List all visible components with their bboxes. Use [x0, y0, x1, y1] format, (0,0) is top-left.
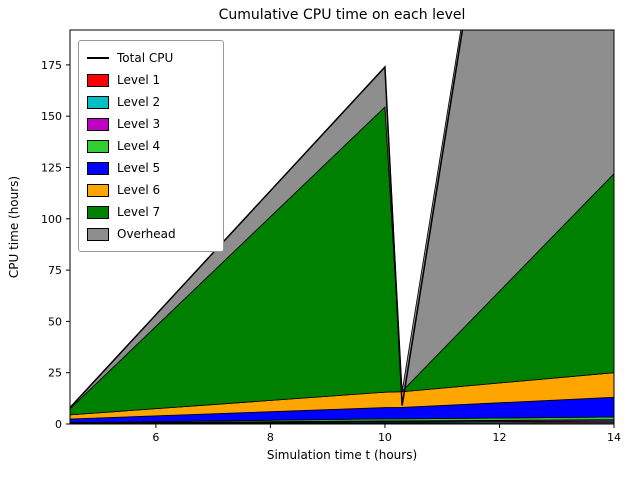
- legend-label: Level 4: [117, 139, 161, 153]
- legend-entry-level-4: Level 4: [87, 135, 215, 157]
- legend-entry-overhead: Overhead: [87, 223, 215, 245]
- legend-entry-level-2: Level 2: [87, 91, 215, 113]
- legend-entry-level-6: Level 6: [87, 179, 215, 201]
- x-tick-label: 8: [267, 431, 274, 444]
- legend-color-swatch: [87, 227, 109, 241]
- legend-color-swatch: [87, 183, 109, 197]
- x-tick-label: 10: [378, 431, 392, 444]
- y-tick-label: 150: [41, 110, 62, 123]
- x-axis-label: Simulation time t (hours): [266, 448, 418, 462]
- y-tick-label: 75: [48, 264, 62, 277]
- legend-label: Level 2: [117, 95, 161, 109]
- x-tick-label: 6: [152, 431, 159, 444]
- legend-line-swatch: [87, 52, 109, 65]
- y-tick-label: 0: [55, 418, 62, 431]
- legend-label: Level 3: [117, 117, 161, 131]
- y-tick-label: 25: [48, 367, 62, 380]
- legend-color-swatch: [87, 139, 109, 153]
- chart-title: Cumulative CPU time on each level: [218, 7, 466, 23]
- legend-label: Overhead: [117, 227, 176, 241]
- legend-label: Level 1: [117, 73, 161, 87]
- total-cpu-line: [70, 30, 464, 409]
- legend-color-swatch: [87, 95, 109, 109]
- y-tick-label: 100: [41, 213, 62, 226]
- y-tick-label: 125: [41, 161, 62, 174]
- axes-spines: [69, 29, 615, 425]
- legend-entry-level-1: Level 1: [87, 69, 215, 91]
- y-tick-label: 175: [41, 59, 62, 72]
- legend-label: Level 6: [117, 183, 161, 197]
- x-tick-label: 12: [492, 431, 506, 444]
- y-axis-label: CPU time (hours): [7, 175, 21, 279]
- legend-entry-level-5: Level 5: [87, 157, 215, 179]
- y-tick-label: 50: [48, 315, 62, 328]
- legend-label: Level 5: [117, 161, 161, 175]
- plot-area: [70, 30, 614, 424]
- legend-color-swatch: [87, 73, 109, 87]
- legend-entry-level-3: Level 3: [87, 113, 215, 135]
- legend-entry-level-7: Level 7: [87, 201, 215, 223]
- legend-color-swatch: [87, 117, 109, 131]
- legend-color-swatch: [87, 205, 109, 219]
- legend-color-swatch: [87, 161, 109, 175]
- legend-label: Total CPU: [117, 51, 174, 65]
- legend: Total CPU Level 1 Level 2 Level 3 Level 4 Lev…: [78, 40, 224, 252]
- legend-entry-total-cpu: Total CPU: [87, 47, 215, 69]
- legend-label: Level 7: [117, 205, 161, 219]
- x-tick-label: 14: [607, 431, 621, 444]
